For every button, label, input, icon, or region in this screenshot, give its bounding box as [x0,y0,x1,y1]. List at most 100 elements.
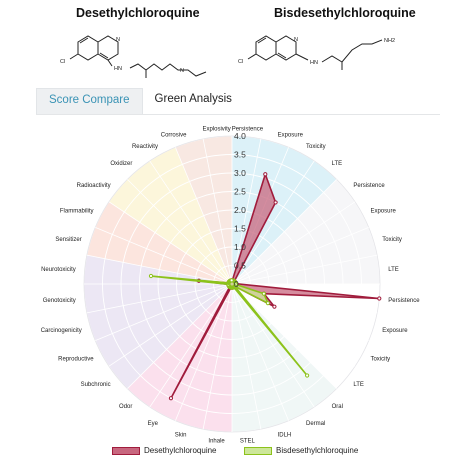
radar-grid-ring [83,135,381,433]
legend-swatch [112,446,140,455]
radar-spoke [231,283,290,421]
radar-spoke [231,138,262,285]
axis-label: STEL [240,439,256,445]
series-point-0 [229,285,234,290]
radar-spoke [86,254,233,285]
series-area-1 [150,275,308,377]
radar-spoke [108,201,233,285]
series-point-1 [230,278,235,283]
radar-spoke [95,226,233,285]
axis-label: Carcinogenicity [41,328,82,334]
radar-grid-ring [157,209,307,359]
radar-spoke [231,201,356,285]
series-point-0 [227,279,232,284]
axis-label: Toxicity [382,237,402,243]
series-point-1 [226,280,231,285]
structure-desethylchloroquine: Cl HN N N [60,35,207,78]
radar-grid-ring [176,228,288,340]
series-point-0 [228,278,233,283]
radar-spoke [174,283,233,421]
series-point-0 [233,280,238,285]
series-point-1 [233,281,238,286]
radial-tick-label: 0.5 [234,261,246,271]
series-point-1 [232,279,237,284]
radar-spoke [127,179,233,285]
series-point-1 [232,284,237,289]
series-point-0 [230,285,235,290]
series-point-1 [227,279,232,284]
series-point-1 [261,291,266,296]
tab-score-compare[interactable]: Score Compare [36,88,143,115]
axis-label: Odor [119,404,132,410]
atom-nh: HN [310,60,318,66]
radar-spoke [231,254,378,285]
atom-nh: HN [114,66,122,72]
axis-label: Explosivity [202,126,230,132]
radial-tick-label: 1.5 [234,224,246,234]
radar-spoke [95,283,233,342]
atom-n-ring: N [116,37,120,43]
legend-label: Desethylchloroquine [144,446,217,455]
radar-spoke [231,283,378,314]
radar-outer-ring [83,135,381,433]
axis-label: Persistence [232,126,264,132]
axis-label: LTE [353,382,364,388]
radial-tick-label: 2.0 [234,205,246,215]
axis-label: Exposure [370,208,396,214]
series-area-0 [170,173,381,400]
series-point-0 [272,304,277,309]
series-point-1 [227,279,232,284]
series-point-0 [263,172,268,177]
legend-item-desethylchloroquine[interactable]: Desethylchloroquine [112,446,217,455]
radar-spoke [127,283,233,389]
radar-spoke [231,283,315,408]
series-point-1 [228,278,233,283]
radial-tick-label: 3.5 [234,150,246,160]
series-point-0 [196,278,201,283]
radar-spoke [108,283,233,367]
radial-tick-label: 3.0 [234,168,246,178]
series-point-0 [227,284,232,289]
radial-tick-label: 2.5 [234,187,246,197]
radar-spoke [231,226,369,285]
series-point-1 [232,279,237,284]
axis-label: Exposure [278,132,304,138]
legend-label: Bisdesethylchloroquine [276,446,359,455]
axis-label: LTE [332,161,343,167]
axis-label: Sensitizer [55,237,81,243]
radar-spoke [231,147,290,285]
radar-sector-8 [175,136,232,284]
radar-sector-6 [86,201,232,284]
series-point-0 [228,278,234,283]
legend-item-bisdesethylchloroquine[interactable]: Bisdesethylchloroquine [244,446,358,455]
tab-green-analysis[interactable]: Green Analysis [142,88,244,114]
atom-cl: Cl [238,59,243,65]
radar-grid-ring [213,265,251,303]
axis-label: Reactivity [132,144,158,150]
series-point-0 [226,280,231,285]
axis-label: Inhale [208,439,225,445]
series-point-0 [226,283,231,288]
molecule-title-bisdesethylchloroquine: Bisdesethylchloroquine [274,6,416,20]
series-point-1 [148,273,154,279]
series-point-0 [226,282,231,287]
series-point-1 [233,280,238,285]
radar-sector-4 [127,284,232,433]
series-point-0 [226,280,231,286]
series-point-1 [229,285,234,290]
series-point-1 [231,285,236,290]
series-point-1 [229,278,234,283]
axis-label: Skin [175,433,187,439]
series-point-0 [232,284,237,289]
radar-grid-ring [139,191,325,377]
radial-tick-label: 4.0 [234,131,246,141]
series-point-1 [226,282,231,287]
tab-divider [36,114,440,115]
radar-spoke [231,283,369,342]
series-point-1 [230,285,236,290]
series-point-0 [377,296,382,301]
series-point-1 [226,280,231,286]
radar-spoke [174,147,233,285]
series-point-0 [233,281,238,286]
series-point-0 [232,284,237,289]
